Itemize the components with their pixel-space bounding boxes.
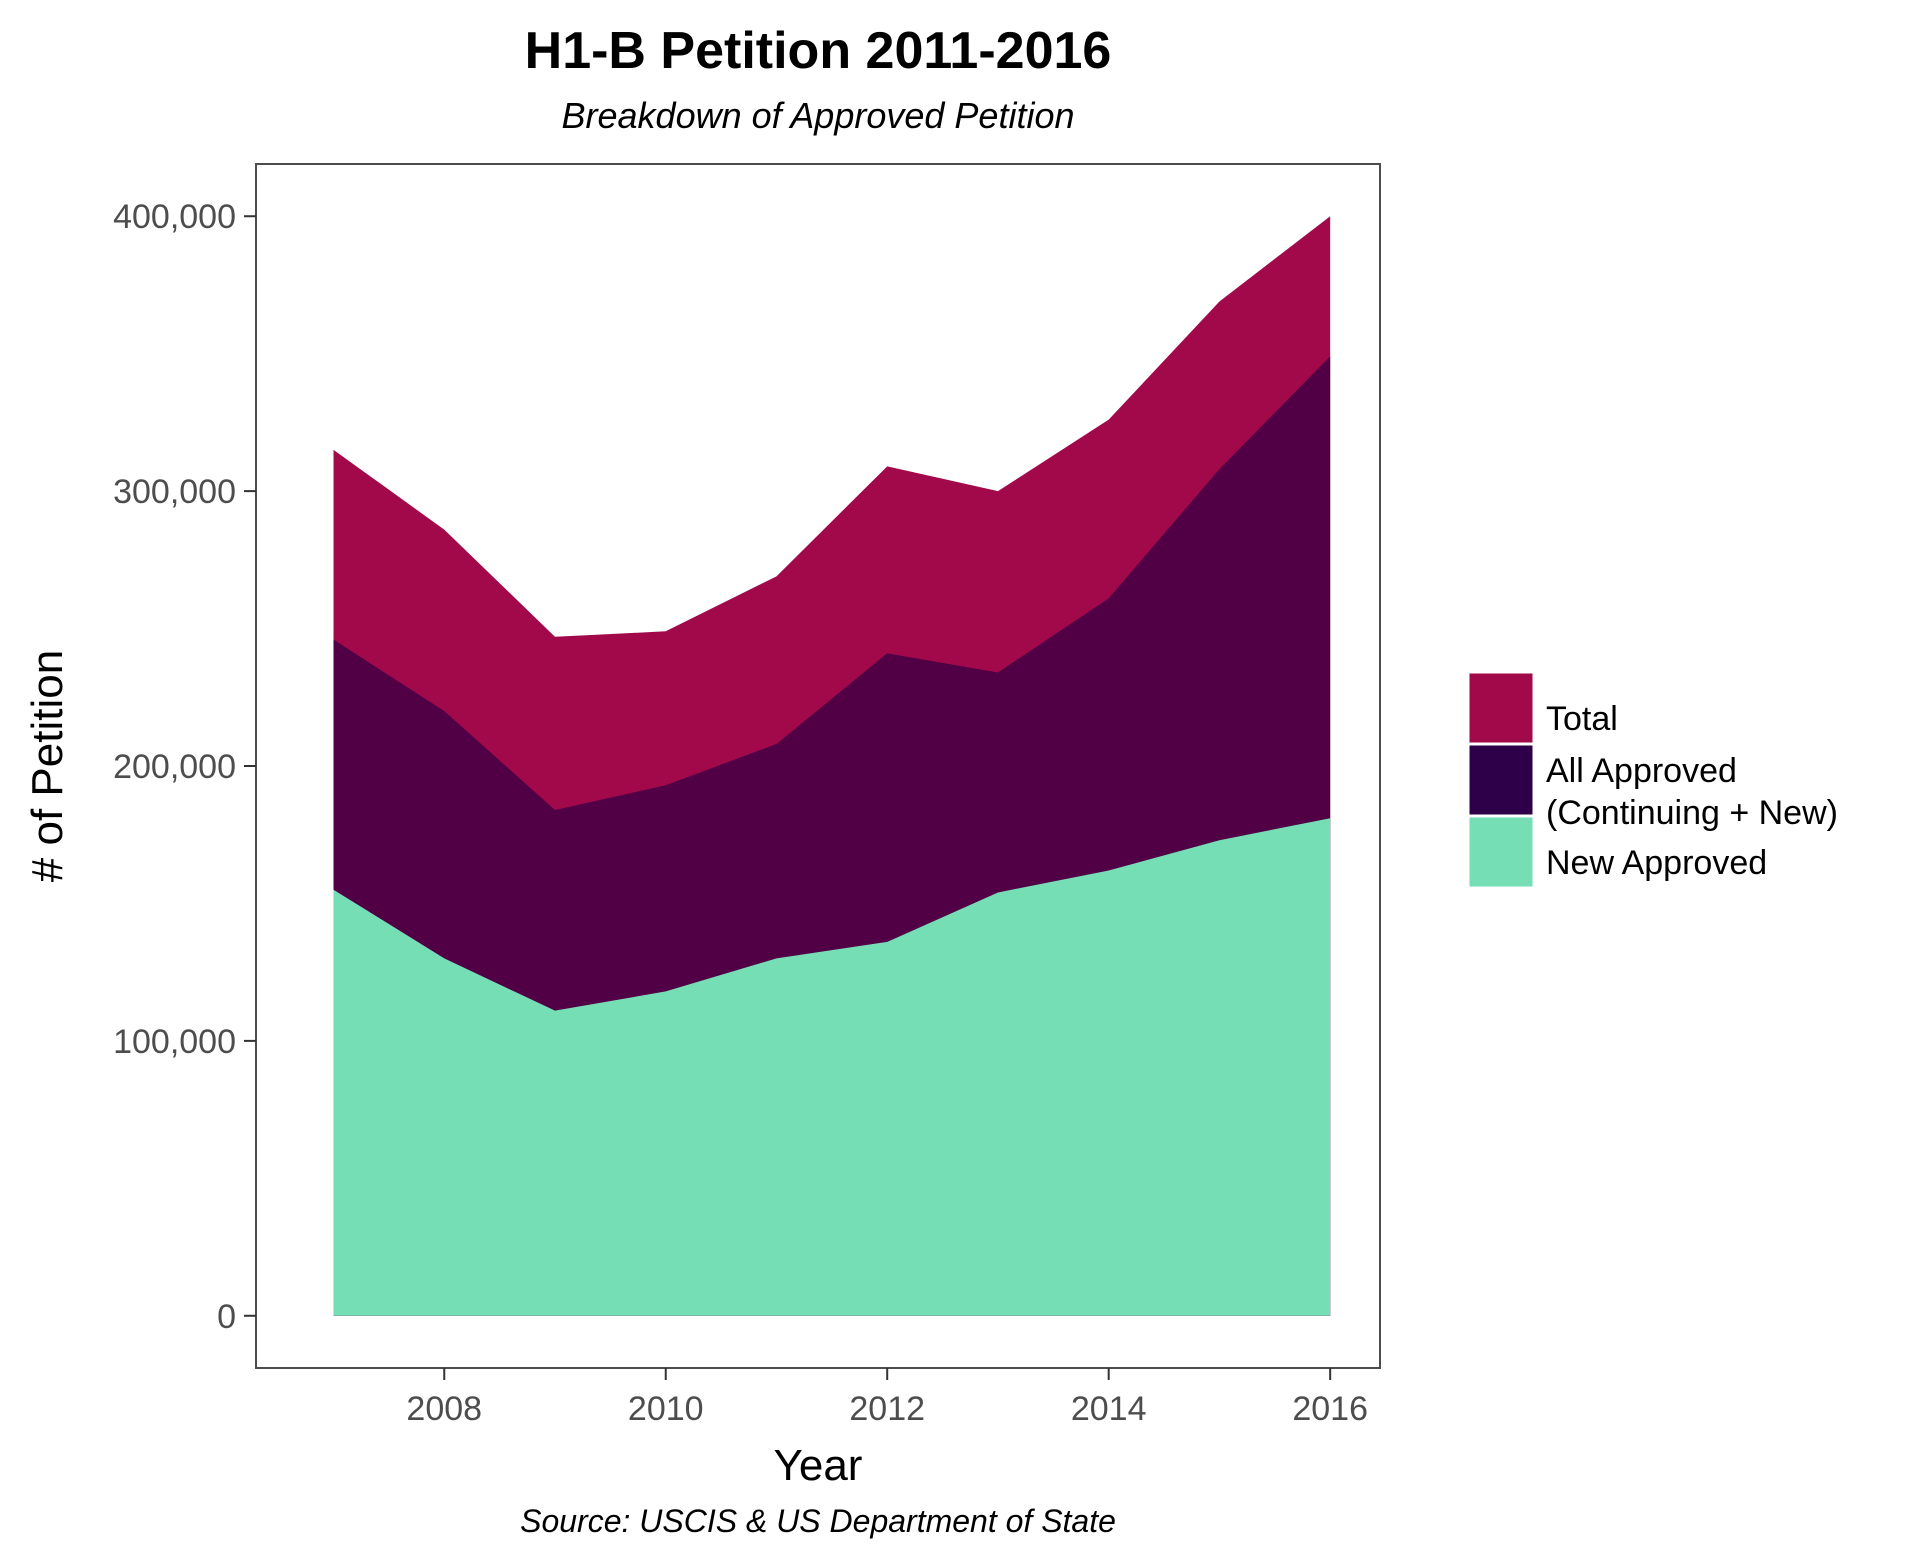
legend: Total All Approved (Continuing + New) New A…: [1466, 670, 1838, 890]
legend-key-total: [1466, 670, 1536, 746]
area-new-approved: [333, 818, 1331, 1316]
chart-title: H1-B Petition 2011-2016: [525, 22, 1112, 80]
x-tick-label: 2008: [406, 1390, 482, 1428]
x-axis: 2008 2010 2012 2014 2016: [406, 1368, 1368, 1428]
y-tick-label: 400,000: [113, 198, 236, 236]
x-tick-label: 2014: [1071, 1390, 1147, 1428]
y-axis-title: # of Petition: [23, 650, 72, 882]
x-tick-label: 2010: [628, 1390, 704, 1428]
legend-key-new-approved: [1466, 814, 1536, 890]
legend-label-all-approved: All Approved: [1546, 752, 1737, 790]
y-tick-label: 100,000: [113, 1023, 236, 1061]
y-tick-label: 200,000: [113, 748, 236, 786]
x-tick-label: 2016: [1292, 1390, 1368, 1428]
y-tick-label: 300,000: [113, 473, 236, 511]
legend-key-all-approved: [1466, 742, 1536, 818]
x-axis-title: Year: [774, 1441, 863, 1490]
legend-label-all-approved: (Continuing + New): [1546, 794, 1838, 832]
legend-label-total: Total: [1546, 700, 1618, 738]
y-axis: 0 100,000 200,000 300,000 400,000: [113, 198, 256, 1336]
legend-label-new-approved: New Approved: [1546, 844, 1767, 882]
x-tick-label: 2012: [849, 1390, 925, 1428]
area-layer: [333, 216, 1331, 1316]
chart-subtitle: Breakdown of Approved Petition: [562, 95, 1075, 136]
chart-caption: Source: USCIS & US Department of State: [520, 1503, 1116, 1539]
y-tick-label: 0: [217, 1298, 236, 1336]
